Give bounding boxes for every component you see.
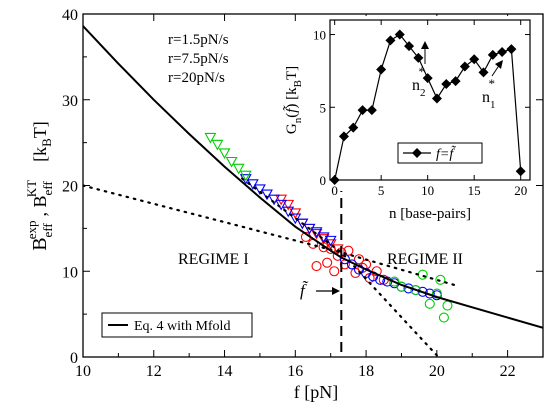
inset-diamond-marker	[413, 52, 424, 63]
inset-diamond-marker	[422, 73, 433, 84]
inset-legend-label: f=f̃	[436, 145, 457, 162]
inset-diamond-marker	[487, 49, 498, 60]
inset-diamond-marker	[348, 122, 359, 133]
data-point-triangle	[261, 189, 273, 201]
f-tilde-arrow	[316, 287, 340, 295]
data-point-triangle	[218, 148, 231, 160]
inset-series-group	[329, 29, 526, 185]
line-legend-label: Eq. 4 with Mfold	[134, 319, 230, 334]
dotted-asymptote-line	[241, 177, 438, 357]
main-x-tick-label: 10	[75, 363, 91, 380]
data-point-circle	[353, 254, 365, 265]
inset-x-tick-label: 10	[421, 183, 434, 198]
data-point-triangle	[324, 239, 337, 250]
main-y-axis-label: Beffexp, BeffKT[kBT]	[24, 121, 55, 251]
inset-legend-box: f=f̃	[397, 142, 483, 164]
inset-diamond-marker	[478, 67, 489, 78]
data-point-circle	[410, 285, 421, 296]
main-x-tick-label: 14	[217, 363, 233, 380]
inset-diamond-marker	[394, 29, 405, 40]
dotted-asymptote-line	[83, 184, 456, 287]
inset-plot-frame	[329, 19, 531, 181]
main-y-tick-label: 20	[62, 179, 78, 196]
main-y-tick-label: 40	[62, 7, 78, 24]
inset-diamond-marker	[459, 61, 470, 72]
inset-y-tick-label: 0	[320, 173, 327, 188]
inset-diamond-marker	[376, 64, 387, 75]
main-x-tick-label: 12	[146, 363, 162, 380]
main-x-tick-label: 16	[287, 363, 303, 380]
inset-diamond-marker	[469, 54, 480, 65]
svg-text:Gn(f̃) [kBT]: Gn(f̃) [kBT]	[283, 66, 304, 134]
inset-x-tick-label: 5	[378, 183, 385, 198]
data-point-triangle	[289, 208, 302, 220]
inset-x-tick-label: 20	[514, 183, 527, 198]
legend-rate-3: r=20pN/s	[168, 70, 225, 86]
main-x-tick-label: 20	[429, 363, 445, 380]
main-y-tick-label: 10	[62, 264, 78, 281]
inset-x-axis-label: n [base-pairs]	[389, 206, 471, 222]
data-point-triangle	[282, 199, 295, 211]
regime-1-label: REGIME I	[178, 251, 249, 268]
inset-diamond-marker	[497, 47, 508, 57]
data-point-circle	[329, 266, 340, 277]
legend-rate-2: r=7.5pN/s	[168, 51, 229, 67]
inset-diamond-marker	[357, 105, 368, 116]
data-point-triangle	[253, 184, 266, 196]
inset-x-tick-label: 15	[468, 183, 481, 198]
data-point-circle	[311, 261, 322, 272]
inset-diamond-marker	[450, 76, 461, 87]
data-point-triangle	[239, 170, 252, 182]
data-point-circle	[417, 286, 428, 297]
inset-y-tick-label: 10	[313, 28, 326, 43]
data-point-triangle	[211, 139, 224, 151]
inset-diamond-marker	[329, 175, 340, 185]
main-series-group	[83, 25, 543, 357]
data-point-circle	[322, 257, 333, 268]
legend-rate-1: r=1.5pN/s	[168, 32, 229, 48]
data-point-triangle	[225, 156, 238, 168]
main-y-tick-label: 0	[70, 350, 78, 367]
main-y-tick-label: 30	[62, 93, 78, 110]
data-point-triangle	[324, 235, 337, 247]
data-point-triangle	[268, 194, 281, 206]
inset-diamond-marker	[366, 105, 377, 116]
inset-tick-labels: 0 5 10 15 20 0 5 10	[313, 28, 527, 198]
data-point-triangle	[331, 244, 344, 256]
inset-diamond-marker	[385, 35, 396, 46]
line-legend-box: Eq. 4 with Mfold	[101, 312, 253, 338]
data-point-triangle	[204, 132, 217, 144]
inset-diamond-marker	[441, 79, 452, 89]
data-point-triangle	[232, 163, 245, 175]
main-x-tick-label: 18	[358, 363, 374, 380]
main-x-axis-label: f [pN]	[294, 382, 338, 402]
data-point-circle	[389, 276, 400, 287]
data-point-circle	[424, 298, 435, 309]
f-tilde-label: f̃	[300, 281, 309, 300]
inset-diamond-marker	[515, 166, 526, 177]
regime-2-label: REGIME II	[387, 251, 463, 268]
data-point-triangle	[289, 213, 302, 225]
data-point-circle	[435, 274, 446, 285]
inset-y-tick-label: 5	[320, 100, 327, 115]
inset-diamond-marker	[431, 93, 442, 104]
data-point-triangle	[275, 194, 288, 206]
inset-diamond-marker	[506, 44, 517, 55]
data-point-triangle	[296, 218, 309, 230]
main-x-tick-label: 22	[500, 363, 516, 380]
inset-x-tick-label: 0	[331, 183, 338, 198]
data-point-circle	[343, 245, 354, 256]
data-point-triangle	[317, 234, 330, 245]
inset-background	[325, 16, 533, 191]
inset-diamond-marker	[338, 131, 349, 142]
data-point-circle	[438, 312, 449, 323]
data-point-circle	[442, 300, 453, 311]
inset-diamond-marker	[404, 41, 415, 52]
data-point-circle	[417, 269, 428, 280]
svg-text:Beffexp, BeffKT[kBT]: Beffexp, BeffKT[kBT]	[24, 121, 55, 251]
inset-y-axis-label: Gn(f̃) [kBT]	[283, 66, 304, 134]
